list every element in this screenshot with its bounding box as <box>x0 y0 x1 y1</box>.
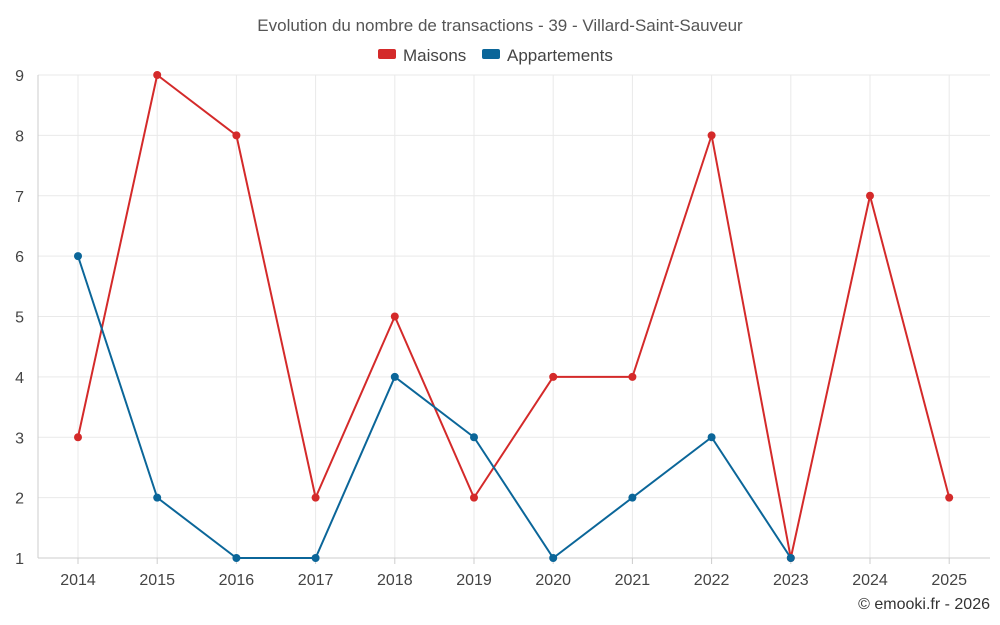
legend-label-maisons: Maisons <box>403 46 466 65</box>
y-tick-label: 6 <box>15 249 24 266</box>
data-point-maisons[interactable] <box>549 372 558 381</box>
x-tick-label: 2016 <box>219 572 255 589</box>
data-point-appartements[interactable] <box>707 433 716 442</box>
data-point-maisons[interactable] <box>74 433 82 442</box>
data-point-appartements[interactable] <box>74 252 82 261</box>
data-point-maisons[interactable] <box>866 191 874 200</box>
x-tick-label: 2019 <box>456 572 492 589</box>
y-tick-label: 4 <box>15 370 24 387</box>
x-tick-label: 2024 <box>852 572 888 589</box>
data-point-maisons[interactable] <box>153 71 162 79</box>
y-tick-label: 2 <box>15 491 24 508</box>
data-point-maisons[interactable] <box>470 493 478 502</box>
y-tick-label: 1 <box>15 551 24 568</box>
data-point-appartements[interactable] <box>390 372 399 381</box>
data-point-maisons[interactable] <box>628 372 637 381</box>
data-point-maisons[interactable] <box>390 312 399 321</box>
series-line-maisons <box>77 74 951 559</box>
credit-text: © emooki.fr - 2026 <box>858 596 990 613</box>
x-tick-label: 2025 <box>931 572 967 589</box>
x-tick-label: 2017 <box>298 572 334 589</box>
data-point-appartements[interactable] <box>628 493 637 502</box>
x-tick-label: 2021 <box>615 572 651 589</box>
y-tick-label: 7 <box>15 189 24 206</box>
legend-item-appartements[interactable]: Appartements <box>482 46 613 65</box>
data-point-maisons[interactable] <box>232 131 241 140</box>
data-point-appartements[interactable] <box>786 554 795 562</box>
x-tick-label: 2022 <box>694 572 730 589</box>
gridlines <box>38 74 990 558</box>
legend-item-maisons[interactable]: Maisons <box>378 46 466 65</box>
y-tick-label: 8 <box>15 128 24 145</box>
y-tick-label: 3 <box>15 430 24 447</box>
legend-swatch-maisons <box>378 49 396 59</box>
data-point-maisons[interactable] <box>945 493 954 502</box>
series-line-appartements <box>77 255 792 559</box>
data-point-appartements[interactable] <box>311 554 320 562</box>
y-tick-label: 5 <box>15 310 24 327</box>
x-tick-label: 2018 <box>377 572 413 589</box>
x-tick-label: 2023 <box>773 572 809 589</box>
legend: Maisons Appartements <box>378 46 613 65</box>
series <box>74 71 954 562</box>
x-tick-label: 2015 <box>139 572 175 589</box>
data-point-appartements[interactable] <box>470 433 478 442</box>
data-point-appartements[interactable] <box>549 554 558 562</box>
chart-title: Evolution du nombre de transactions - 39… <box>257 16 743 35</box>
legend-label-appartements: Appartements <box>507 46 613 65</box>
data-point-maisons[interactable] <box>311 493 320 502</box>
axes <box>37 75 990 564</box>
data-point-maisons[interactable] <box>707 131 716 140</box>
legend-swatch-appartements <box>482 49 500 59</box>
y-axis-ticks: 1 2 3 4 5 6 7 8 9 <box>15 68 24 568</box>
x-tick-label: 2020 <box>535 572 571 589</box>
y-tick-label: 9 <box>15 68 24 85</box>
x-axis-ticks: 2014 2015 2016 2017 2018 2019 2020 2021 2022 2023… <box>60 572 967 589</box>
series-appartements <box>74 252 795 562</box>
x-tick-label: 2014 <box>60 572 96 589</box>
data-point-appartements[interactable] <box>232 554 241 562</box>
data-point-appartements[interactable] <box>153 493 162 502</box>
